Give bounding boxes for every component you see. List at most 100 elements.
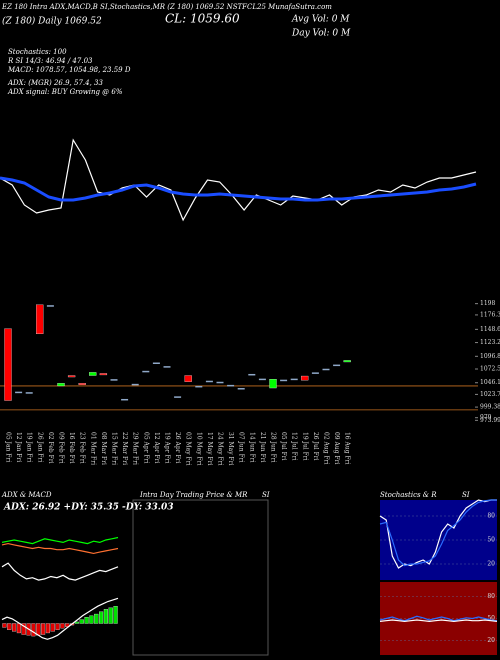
x-tick-label: 05 Apr Fri bbox=[142, 432, 149, 464]
histogram-bar bbox=[7, 623, 12, 630]
candle bbox=[333, 364, 341, 367]
candle bbox=[36, 304, 44, 335]
x-tick-label: 12 Apr Fri bbox=[153, 432, 160, 464]
day-volume: Day Vol: 0 M bbox=[291, 29, 351, 39]
histogram-bar bbox=[50, 623, 55, 632]
x-tick-label: 29 Mar Fri bbox=[132, 432, 139, 465]
x-tick-label: 17 May Fri bbox=[206, 432, 213, 466]
histogram-bar bbox=[99, 611, 104, 624]
y-tick-label: 1096.88 bbox=[480, 353, 500, 360]
candle bbox=[174, 396, 182, 398]
x-tick-label: 08 Mar Fri bbox=[100, 432, 107, 465]
x-tick-label: 02 Aug Fri bbox=[323, 432, 330, 465]
x-tick-label: 19 Jul Fri bbox=[301, 432, 308, 461]
candle bbox=[301, 375, 309, 381]
y-tick-label: 1046.13 bbox=[480, 379, 500, 386]
y-tick-label: 1023.75 bbox=[480, 391, 500, 398]
candle bbox=[15, 391, 23, 394]
macd-text: MACD: 1078.57, 1054.98, 23.59 D bbox=[7, 66, 131, 74]
series-line bbox=[379, 615, 498, 622]
candle bbox=[258, 378, 266, 381]
y-tick-label: 979 bbox=[480, 414, 492, 421]
candle bbox=[4, 328, 12, 401]
x-tick-label: 16 Feb Fri bbox=[68, 432, 75, 464]
candle bbox=[110, 379, 118, 381]
candle bbox=[205, 380, 213, 383]
candle bbox=[99, 373, 108, 376]
candle bbox=[184, 375, 192, 382]
candle bbox=[25, 392, 33, 394]
histogram-bar bbox=[45, 623, 50, 634]
x-tick-label: 10 May Fri bbox=[195, 432, 202, 466]
series-line bbox=[379, 499, 497, 567]
panel-annotation: ADX: 26.92 +DY: 35.35 -DY: 33.03 bbox=[3, 503, 173, 513]
x-tick-label: 21 Jun Fri bbox=[259, 432, 266, 463]
candle bbox=[280, 379, 288, 382]
histogram-bar bbox=[21, 623, 26, 635]
panel-title: Intra Day Trading Price & MR bbox=[139, 491, 248, 499]
x-tick-label: 09 Aug Fri bbox=[333, 432, 340, 465]
x-tick-label: 19 Jan Fri bbox=[26, 432, 33, 462]
y-tick-label: 1072.5 bbox=[480, 366, 500, 373]
x-tick-label: 23 Feb Fri bbox=[79, 432, 86, 464]
x-tick-label: 26 Jan Fri bbox=[36, 432, 43, 462]
y-tick-label: 80 bbox=[487, 513, 495, 520]
candle bbox=[343, 360, 351, 363]
x-tick-label: 09 Feb Fri bbox=[58, 432, 65, 464]
series-line bbox=[0, 176, 477, 202]
y-tick-label: 20 bbox=[487, 637, 495, 644]
histogram-bar bbox=[84, 617, 89, 624]
histogram-bar bbox=[55, 623, 60, 630]
candle bbox=[248, 373, 256, 376]
x-tick-label: 12 Jan Fri bbox=[15, 432, 22, 462]
histogram-bar bbox=[108, 607, 113, 624]
x-tick-label: 14 Jun Fri bbox=[248, 432, 255, 463]
candle bbox=[57, 383, 65, 387]
candle bbox=[269, 379, 277, 389]
panel-title: Stochastics & R bbox=[380, 491, 437, 499]
rsi-text: R SI 14/3: 46.94 / 47.03 bbox=[7, 57, 93, 65]
histogram-bar bbox=[79, 619, 84, 624]
y-tick-label: 1148.63 bbox=[480, 326, 500, 333]
candle bbox=[216, 381, 224, 384]
x-tick-label: 05 Jul Fri bbox=[280, 432, 287, 461]
x-tick-label: 31 May Fri bbox=[227, 432, 234, 466]
y-tick-label: 1123.25 bbox=[480, 339, 500, 346]
avg-volume: Avg Vol: 0 M bbox=[291, 15, 350, 25]
series-line bbox=[0, 138, 477, 222]
y-tick-label: 20 bbox=[487, 561, 495, 568]
x-tick-label: 16 Aug Fri bbox=[344, 432, 351, 465]
close-price: CL: 1059.60 bbox=[165, 12, 240, 26]
adx-signal: ADX signal: BUY Growing @ 6% bbox=[7, 88, 123, 96]
y-tick-label: 1176.35 bbox=[480, 311, 500, 318]
header-top: EZ 180 Intra ADX,MACD,B SI,Stochastics,M… bbox=[1, 3, 332, 11]
panel-subtitle: SI bbox=[262, 491, 270, 499]
histogram-bar bbox=[2, 623, 7, 628]
histogram-bar bbox=[65, 623, 70, 627]
x-tick-label: 15 Mar Fri bbox=[111, 432, 118, 465]
candle bbox=[163, 366, 171, 368]
candle bbox=[152, 362, 160, 364]
y-tick-label: 999.38 bbox=[480, 404, 500, 411]
x-tick-label: 12 Jul Fri bbox=[291, 432, 298, 461]
series-line bbox=[1, 562, 119, 581]
histogram-bar bbox=[60, 623, 65, 629]
panel-title: ADX & MACD bbox=[1, 491, 52, 499]
histogram-bar bbox=[94, 613, 99, 624]
candle bbox=[46, 305, 54, 307]
candle bbox=[142, 370, 150, 373]
x-tick-label: 19 Apr Fri bbox=[164, 432, 171, 464]
candle bbox=[237, 388, 245, 390]
adx-text: ADX: (MGR) 26.9, 57.4, 33 bbox=[7, 79, 103, 87]
candle bbox=[67, 375, 76, 378]
intraday-frame bbox=[132, 499, 269, 656]
x-tick-label: 07 Jun Fri bbox=[238, 432, 245, 463]
candle bbox=[78, 383, 86, 385]
series-line bbox=[379, 619, 498, 623]
histogram-bar bbox=[74, 621, 79, 624]
candle bbox=[131, 383, 139, 386]
candle bbox=[195, 385, 203, 388]
y-tick-label: 1198 bbox=[480, 300, 495, 307]
x-tick-label: 03 May Fri bbox=[185, 432, 192, 466]
